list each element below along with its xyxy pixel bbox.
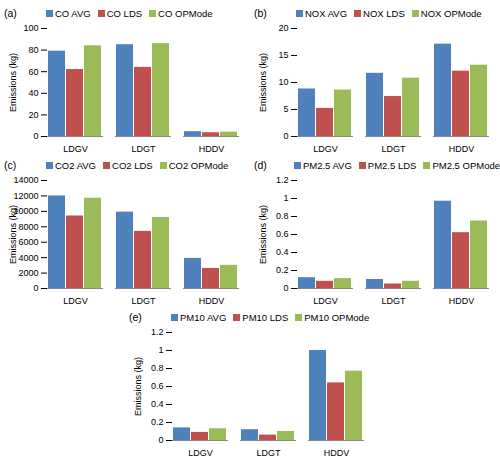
html-text:PM10 OPMode: PM10 OPMode xyxy=(304,311,370,323)
svg-text:0.2: 0.2 xyxy=(276,265,289,275)
svg-text:LDGV: LDGV xyxy=(63,296,88,306)
svg-text:5: 5 xyxy=(283,104,288,114)
svg-text:HDDV: HDDV xyxy=(199,144,225,154)
html-text:CO LDS: CO LDS xyxy=(106,7,143,19)
svg-text:4000: 4000 xyxy=(18,253,38,263)
html-text:(b): (b) xyxy=(254,7,267,19)
html-text:PM10 AVG: PM10 AVG xyxy=(180,311,227,323)
svg-text:0: 0 xyxy=(33,283,38,293)
svg-text:10000: 10000 xyxy=(13,206,39,217)
svg-text:LDGV: LDGV xyxy=(313,296,338,306)
svg-text:LDGV: LDGV xyxy=(313,144,338,154)
html-text:CO2 OPMode: CO2 OPMode xyxy=(168,159,229,171)
html-text:NOX OPMode: NOX OPMode xyxy=(420,7,482,19)
svg-text:Emissions (kg): Emissions (kg) xyxy=(8,205,18,264)
svg-text:6000: 6000 xyxy=(18,237,38,247)
svg-text:LDGT: LDGT xyxy=(256,448,281,458)
html-text:(e): (e) xyxy=(129,311,142,323)
svg-text:20: 20 xyxy=(28,110,38,120)
svg-text:10: 10 xyxy=(278,77,288,87)
html-text:(d): (d) xyxy=(254,159,267,171)
html-text:CO OPMode: CO OPMode xyxy=(158,7,213,19)
svg-text:HDDV: HDDV xyxy=(199,296,225,306)
html-text:NOX AVG: NOX AVG xyxy=(305,7,348,19)
svg-text:HDDV: HDDV xyxy=(449,144,475,154)
svg-text:20: 20 xyxy=(278,23,288,33)
svg-text:0: 0 xyxy=(283,131,288,141)
svg-text:Emissions (kg): Emissions (kg) xyxy=(8,53,18,112)
svg-text:0: 0 xyxy=(158,435,163,445)
html-text:CO2 AVG: CO2 AVG xyxy=(55,159,96,171)
html-text:PM2.5 LDS: PM2.5 LDS xyxy=(367,159,417,171)
svg-text:2000: 2000 xyxy=(18,268,38,278)
svg-text:0.6: 0.6 xyxy=(276,229,289,239)
svg-text:12000: 12000 xyxy=(13,191,38,201)
svg-text:0.4: 0.4 xyxy=(151,399,164,409)
html-text:CO AVG: CO AVG xyxy=(55,7,91,19)
html-text:NOX LDS: NOX LDS xyxy=(363,7,405,19)
svg-text:HDDV: HDDV xyxy=(449,296,475,306)
svg-text:Emissions (kg): Emissions (kg) xyxy=(133,357,143,416)
svg-text:0: 0 xyxy=(283,283,288,293)
svg-text:8000: 8000 xyxy=(18,222,38,232)
svg-text:LDGV: LDGV xyxy=(188,448,213,458)
svg-text:1: 1 xyxy=(283,193,288,203)
svg-text:HDDV: HDDV xyxy=(324,448,350,458)
svg-text:14000: 14000 xyxy=(13,175,38,185)
svg-text:LDGT: LDGT xyxy=(131,296,156,306)
svg-text:0.4: 0.4 xyxy=(276,247,289,257)
svg-text:15: 15 xyxy=(278,50,288,60)
html-text:(c): (c) xyxy=(4,159,17,171)
svg-text:1.2: 1.2 xyxy=(151,327,164,337)
html-text:PM10 LDS: PM10 LDS xyxy=(242,311,289,323)
svg-text:Emissions (kg): Emissions (kg) xyxy=(258,53,268,112)
svg-text:1: 1 xyxy=(158,345,163,355)
svg-text:LDGT: LDGT xyxy=(381,144,406,154)
svg-text:60: 60 xyxy=(28,67,38,77)
svg-text:80: 80 xyxy=(28,45,38,55)
html-text:CO2 LDS: CO2 LDS xyxy=(112,159,153,171)
svg-text:LDGV: LDGV xyxy=(63,144,88,154)
svg-text:40: 40 xyxy=(28,88,38,98)
html-text:PM2.5 AVG: PM2.5 AVG xyxy=(302,159,352,171)
svg-text:Emissions (kg): Emissions (kg) xyxy=(258,205,268,264)
svg-text:100: 100 xyxy=(23,23,38,33)
svg-text:LDGT: LDGT xyxy=(131,144,156,154)
svg-text:0: 0 xyxy=(33,131,38,141)
html-text:(a): (a) xyxy=(4,7,17,19)
svg-text:1.2: 1.2 xyxy=(276,175,289,185)
html-text:PM2.5 OPMode: PM2.5 OPMode xyxy=(432,159,500,171)
svg-text:0.8: 0.8 xyxy=(151,363,164,373)
svg-text:0.8: 0.8 xyxy=(276,211,289,221)
svg-text:LDGT: LDGT xyxy=(381,296,406,306)
svg-text:0.2: 0.2 xyxy=(151,417,164,427)
svg-text:0.6: 0.6 xyxy=(151,381,164,391)
